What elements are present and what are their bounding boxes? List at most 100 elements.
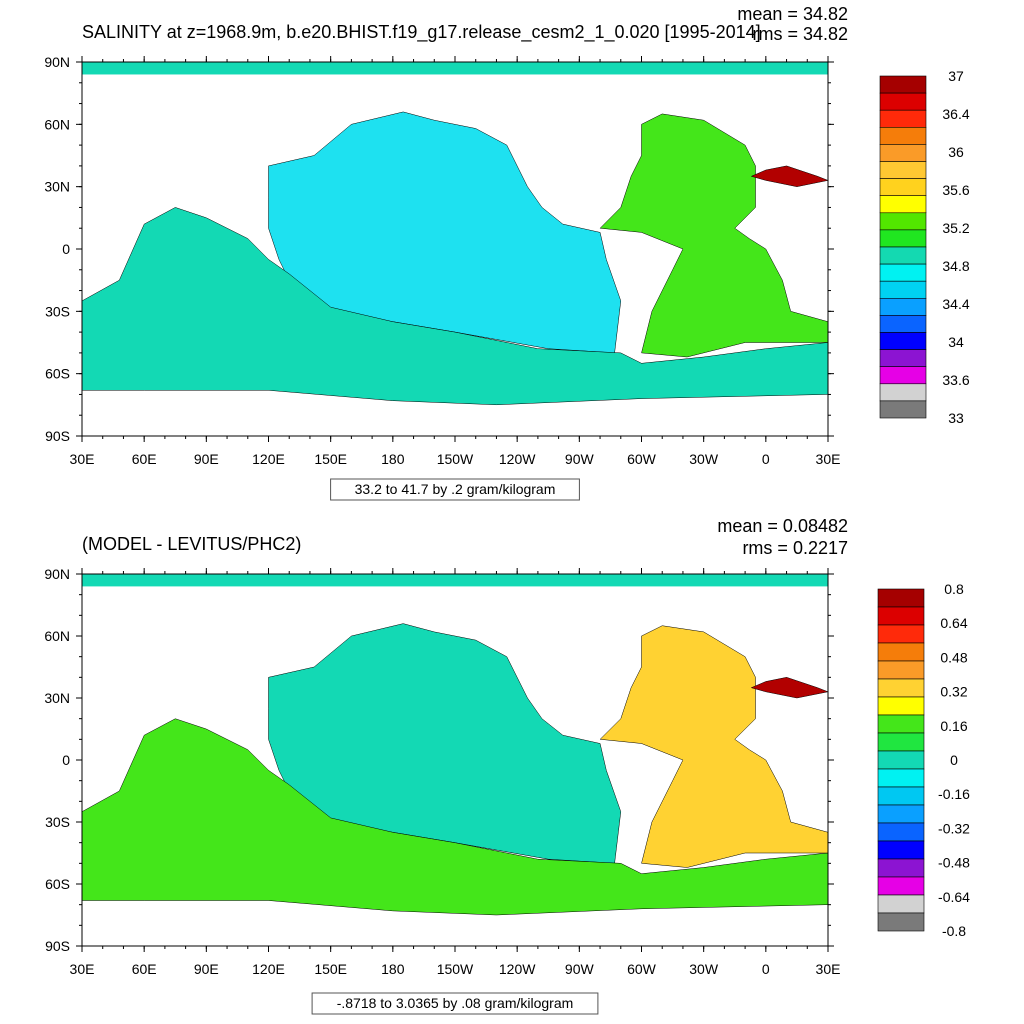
legend-swatch [879, 109, 927, 128]
chart-svg: 30E 60E 90E 120E 150E 180 150W 120W 90W 60W 30W 0 30… [44, 516, 970, 1015]
x-tick-label: 150E [314, 451, 347, 467]
x-tick-label: 30W [689, 451, 719, 467]
legend-label: 37 [948, 68, 964, 84]
legend-swatch [879, 366, 927, 385]
x-tick-label: 30E [70, 451, 95, 467]
y-tick-label: 90S [45, 428, 70, 444]
x-tick-label: 60E [132, 451, 157, 467]
y-tick-label: 90N [44, 566, 70, 582]
x-tick-label: 30E [816, 961, 841, 977]
legend-swatch [879, 229, 927, 248]
x-tick-label: 30W [689, 961, 719, 977]
legend-swatch [877, 912, 925, 932]
x-tick-label: 150E [314, 961, 347, 977]
y-tick-label: 60S [45, 876, 70, 892]
legend-label: -0.64 [938, 889, 970, 905]
region-atlantic [599, 113, 828, 358]
legend-label: 35.2 [942, 220, 969, 236]
legend-label: 34.8 [942, 258, 969, 274]
legend-swatch [877, 840, 925, 860]
rms-stat: rms = 34.82 [752, 24, 848, 44]
legend-label: 36.4 [942, 106, 969, 122]
legend-swatch [879, 332, 927, 350]
legend-swatch [879, 127, 927, 145]
x-tick-label: 150W [437, 961, 474, 977]
y-tick-label: 30N [44, 690, 70, 706]
y-tick-label: 90N [44, 54, 70, 70]
legend-swatch [879, 280, 927, 299]
legend-label: 0.64 [940, 615, 967, 631]
legend-swatch [877, 876, 925, 896]
y-tick-label: 30S [45, 303, 70, 319]
legend-label: 0.48 [940, 649, 967, 665]
contour-info: 33.2 to 41.7 by .2 gram/kilogram [355, 481, 556, 497]
x-tick-label: 120W [499, 451, 536, 467]
legend-label: 33 [948, 410, 964, 426]
y-tick-label: 30N [44, 179, 70, 195]
legend-label: 0 [950, 752, 958, 768]
mean-stat: mean = 34.82 [737, 4, 848, 24]
legend-swatch [877, 822, 925, 842]
legend-label: 33.6 [942, 372, 969, 388]
chart-title: (MODEL - LEVITUS/PHC2) [82, 534, 301, 554]
x-tick-label: 90W [565, 961, 595, 977]
legend-label: 35.6 [942, 182, 969, 198]
chart-svg: 30E 60E 90E 120E 150E 180 150W 120W 90W 60W 30W 0 30… [44, 4, 970, 501]
x-tick-label: 60W [627, 451, 657, 467]
y-tick-label: 60S [45, 366, 70, 382]
legend-swatch [877, 858, 925, 878]
y-tick-label: 60N [44, 628, 70, 644]
y-tick-label: 60N [44, 116, 70, 132]
legend-swatch [877, 768, 925, 788]
chart-title: SALINITY at z=1968.9m, b.e20.BHIST.f19_g… [82, 22, 761, 43]
legend-label: 0.8 [944, 581, 964, 597]
legend-swatch [877, 696, 925, 716]
legend-swatch [879, 75, 927, 94]
arctic-region [82, 62, 828, 75]
legend-label: -0.32 [938, 820, 970, 836]
legend-label: 0.32 [940, 684, 967, 700]
contour-info-box [330, 478, 580, 501]
legend-swatch [879, 349, 927, 368]
x-tick-label: 90W [565, 451, 595, 467]
region-southern [82, 718, 828, 916]
legend-label: 0.16 [940, 718, 967, 734]
legend-swatch [879, 195, 927, 214]
x-tick-label: 120E [252, 961, 285, 977]
legend-label: -0.48 [938, 855, 970, 871]
legend-swatch [879, 297, 927, 316]
x-tick-label: 30E [816, 451, 841, 467]
legend-swatch [879, 178, 927, 197]
legend-swatch [877, 894, 925, 914]
y-tick-label: 90S [45, 938, 70, 954]
region-mediterranean [750, 165, 828, 187]
x-tick-label: 0 [762, 451, 770, 467]
arctic-region [82, 574, 828, 587]
legend-label: -0.16 [938, 786, 970, 802]
y-tick-label: 0 [62, 241, 70, 257]
legend-swatch [879, 144, 927, 162]
region-mediterranean [750, 677, 828, 699]
legend-label: 34.4 [942, 296, 969, 312]
legend-swatch [877, 678, 925, 698]
legend-swatch [877, 750, 925, 770]
x-tick-label: 60E [132, 961, 157, 977]
x-tick-label: 0 [762, 961, 770, 977]
legend-swatch [877, 804, 925, 824]
legend-label: 34 [948, 334, 964, 350]
x-tick-label: 90E [194, 961, 219, 977]
x-tick-label: 150W [437, 451, 474, 467]
legend-swatch [877, 660, 925, 680]
x-tick-label: 120E [252, 451, 285, 467]
legend-swatch [877, 588, 925, 608]
legend-label: 36 [948, 144, 964, 160]
legend-swatch [879, 212, 927, 231]
y-tick-label: 0 [62, 752, 70, 768]
legend-swatch [879, 400, 927, 419]
x-tick-label: 60W [627, 961, 657, 977]
legend-swatch [879, 246, 927, 265]
legend-label: -0.8 [942, 923, 966, 939]
x-tick-label: 90E [194, 451, 219, 467]
legend-swatch [879, 315, 927, 333]
region-southern [82, 207, 828, 406]
